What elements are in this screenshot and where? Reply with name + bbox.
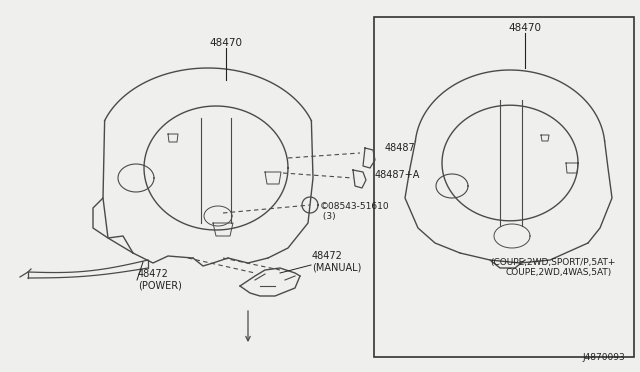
Bar — [374, 17, 634, 357]
Text: J4870093: J4870093 — [582, 353, 625, 362]
Text: 48487: 48487 — [385, 143, 416, 153]
Text: ©08543-51610
 (3): ©08543-51610 (3) — [320, 202, 390, 221]
Text: 48470: 48470 — [509, 23, 541, 33]
Text: COUPE,2WD,4WAS,5AT): COUPE,2WD,4WAS,5AT) — [505, 268, 611, 277]
Text: 48472
(MANUAL): 48472 (MANUAL) — [312, 251, 362, 273]
Text: 48470: 48470 — [209, 38, 243, 48]
Text: 48472
(POWER): 48472 (POWER) — [138, 269, 182, 291]
Text: 48487+A: 48487+A — [375, 170, 420, 180]
Text: (COUPE,2WD,SPORT/P,5AT+: (COUPE,2WD,SPORT/P,5AT+ — [490, 258, 616, 267]
